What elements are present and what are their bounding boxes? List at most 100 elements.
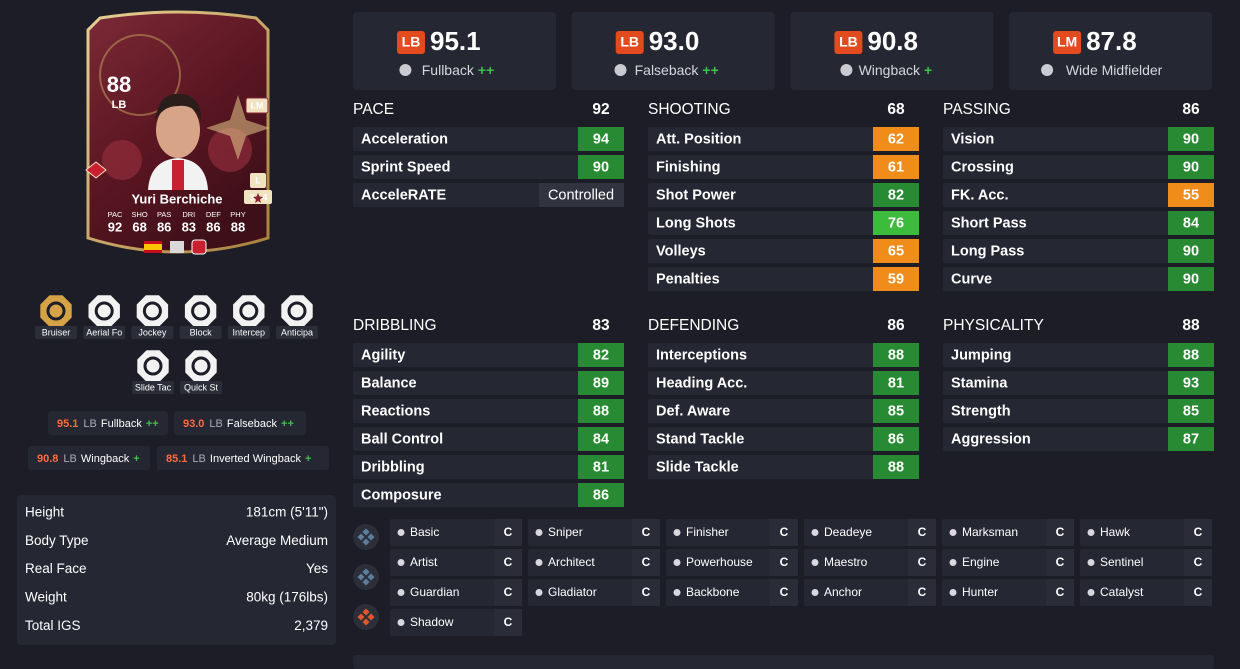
stat-row-bg [943,343,1214,367]
chem-style[interactable]: Shadow C [390,609,522,636]
stat-name: FK. Acc. [951,187,1008,203]
playstyle-label-bg [179,326,222,339]
stat-name: Dribbling [361,459,425,475]
chem-style[interactable]: Sniper C [528,519,660,546]
role-chip-bg [174,411,306,435]
stat-name: Acceleration [361,131,448,147]
role-chip[interactable]: 85.1 LB Inverted Wingback + [157,446,329,470]
role-box[interactable]: LB 95.1 Fullback ++ [353,12,556,90]
stat-name: Jumping [951,347,1011,363]
stat-value-box [578,399,624,423]
stat-name: Agility [361,347,405,363]
stat-name: Long Shots [656,215,736,231]
chem-style-grade: C [642,585,651,599]
chem-style[interactable]: Hawk C [1080,519,1212,546]
stat-group-name: PHYSICALITY [943,317,1044,334]
role-box[interactable]: LB 93.0 Falseback ++ [571,12,775,90]
playstyle[interactable]: Slide Tac [132,350,174,394]
chem-style[interactable]: Guardian C [390,579,522,606]
chem-tier-diamond [357,573,365,581]
role-chip-bg [48,411,168,435]
stat-value-box [1168,155,1214,179]
stat-value: 88 [593,403,609,419]
info-value: Yes [306,561,328,576]
playstyle[interactable]: Bruiser [35,295,77,339]
chem-style[interactable]: Architect C [528,549,660,576]
chem-style-bg [804,519,936,546]
chem-grade-bg [1184,519,1212,546]
chem-style[interactable]: Catalyst C [1080,579,1212,606]
stat-name: Heading Acc. [656,375,747,391]
chem-style-icon [397,529,405,536]
stat-row-bg [943,371,1214,395]
playstyle-label: Slide Tac [135,382,172,392]
info-value: Average Medium [226,533,328,548]
chem-style[interactable]: Hunter C [942,579,1074,606]
role-chip[interactable]: 90.8 LB Wingback + [28,446,150,470]
stat-row-bg [648,267,919,291]
chem-style[interactable]: Deadeye C [804,519,936,546]
playstyle[interactable]: Anticipa [276,295,318,339]
chem-style[interactable]: Artist C [390,549,522,576]
role-box[interactable]: LB 90.8 Wingback + [790,12,994,90]
chem-tier-diamond [362,568,370,576]
chem-style[interactable]: Basic C [390,519,522,546]
chem-grade-bg [1184,549,1212,576]
card-skill-moves: 3 [249,192,254,202]
playstyle-badge [40,295,72,327]
stat-value-box [1168,399,1214,423]
chem-style[interactable]: Sentinel C [1080,549,1212,576]
role-rating: 87.8 [1086,26,1137,56]
chem-style[interactable]: Gladiator C [528,579,660,606]
playstyle[interactable]: Aerial Fo [83,295,126,339]
role-chip[interactable]: 95.1 LB Fullback ++ [48,411,168,435]
foot-badge [250,173,266,188]
playstyle[interactable]: Intercep [227,295,270,339]
role-chip-rating: 95.1 [57,418,78,430]
chem-style-grade: C [1194,585,1203,599]
info-label: Body Type [25,533,89,548]
playstyle-label-bg [131,326,174,339]
role-plus: ++ [478,62,494,78]
chem-style[interactable]: Powerhouse C [666,549,798,576]
playstyle[interactable]: Jockey [131,295,174,339]
playstyle[interactable]: Quick St [180,350,222,394]
chem-style[interactable]: Engine C [942,549,1074,576]
role-chip[interactable]: 93.0 LB Falseback ++ [174,411,306,435]
chem-style[interactable]: Anchor C [804,579,936,606]
role-box[interactable]: LM 87.8 Wide Midfielder [1009,12,1213,90]
stat-value-box [539,183,624,207]
info-value: 80kg (176lbs) [246,589,328,604]
card-weak-foot: 4 [262,192,267,202]
chem-tier-circle [353,564,379,590]
chem-grade-bg [770,579,798,606]
playstyle-glyph [143,356,163,376]
chem-style[interactable]: Maestro C [804,549,936,576]
chem-style[interactable]: Marksman C [942,519,1074,546]
chem-style[interactable]: Finisher C [666,519,798,546]
chem-style-grade: C [780,525,789,539]
card-stat-value: 92 [108,219,122,234]
card-stat-label: DRI [182,210,195,219]
chem-style-grade: C [780,585,789,599]
stat-value-box [873,371,919,395]
role-line: Falseback ++ [635,62,719,78]
chem-style[interactable]: Backbone C [666,579,798,606]
playstyle[interactable]: Block [179,295,222,339]
card-alt-position: LM [251,100,264,110]
card-name: Yuri Berchiche [131,191,222,206]
role-chip-plus: ++ [281,418,294,430]
card-stat-value: 88 [231,219,245,234]
chem-style-grade: C [918,555,927,569]
chem-style-grade: C [1194,525,1203,539]
playstyle-glyph [142,301,162,321]
role-chip-position: LB [209,418,222,430]
chem-style-name: Backbone [686,585,740,599]
chem-grade-bg [1046,519,1074,546]
playstyle-glyph [191,301,211,321]
stat-value: Controlled [548,187,614,203]
stat-row-bg [943,399,1214,423]
chem-style-name: Shadow [410,615,454,629]
